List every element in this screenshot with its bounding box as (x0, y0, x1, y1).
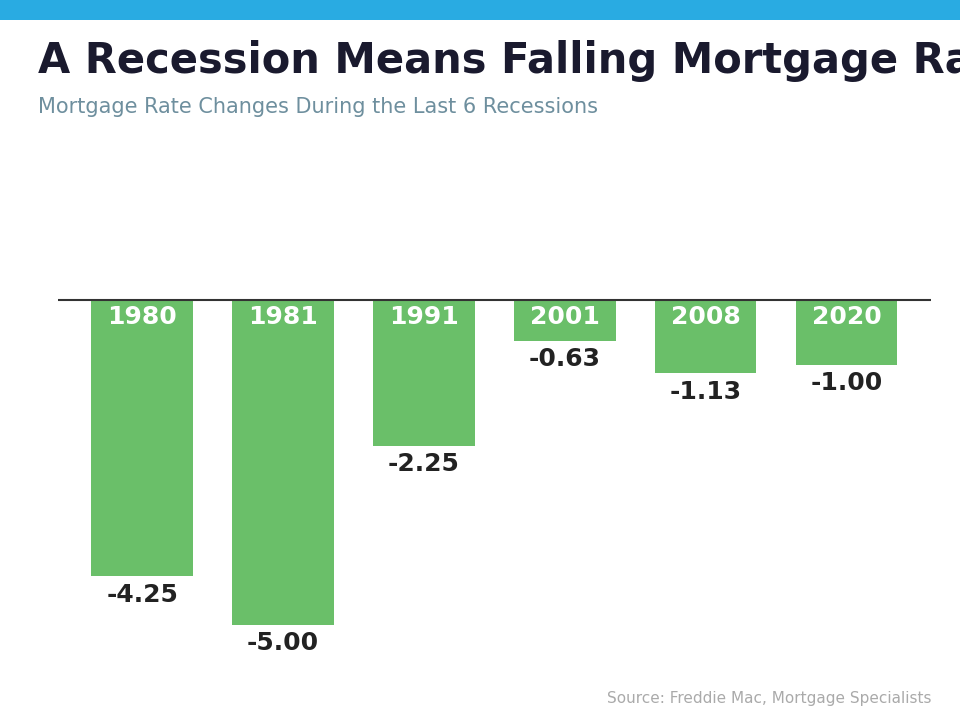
Text: 1981: 1981 (249, 305, 318, 329)
Bar (91, 300, 193, 576)
Text: 2001: 2001 (530, 305, 600, 329)
Bar (796, 300, 898, 364)
Text: -4.25: -4.25 (107, 582, 178, 606)
Text: 1980: 1980 (108, 305, 177, 329)
Text: -0.63: -0.63 (529, 347, 601, 371)
Bar (373, 300, 474, 446)
Text: -1.13: -1.13 (670, 379, 742, 404)
Bar (655, 300, 756, 373)
Text: Source: Freddie Mac, Mortgage Specialists: Source: Freddie Mac, Mortgage Specialist… (607, 690, 931, 706)
Text: -2.25: -2.25 (388, 452, 460, 477)
Text: A Recession Means Falling Mortgage Rates: A Recession Means Falling Mortgage Rates (38, 40, 960, 81)
Bar (515, 300, 615, 341)
Text: Mortgage Rate Changes During the Last 6 Recessions: Mortgage Rate Changes During the Last 6 … (38, 97, 598, 117)
Text: 2008: 2008 (671, 305, 740, 329)
Text: 2020: 2020 (812, 305, 881, 329)
Text: -1.00: -1.00 (810, 371, 883, 395)
Text: -5.00: -5.00 (247, 631, 319, 655)
Bar (232, 300, 334, 625)
Text: 1991: 1991 (389, 305, 459, 329)
